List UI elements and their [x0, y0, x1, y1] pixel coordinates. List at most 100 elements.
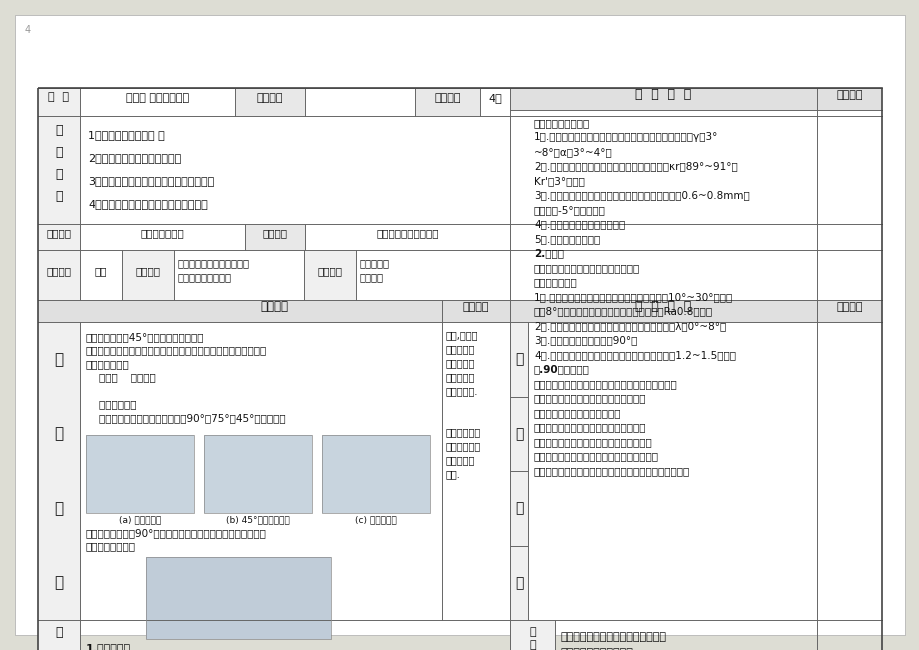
Bar: [816, 88, 881, 110]
Text: 教: 教: [54, 352, 63, 367]
Text: (a) 尖刀车外圆: (a) 尖刀车外圆: [119, 515, 161, 525]
Text: 断屑槽：修磨前面和断屑槽，修磨出前角和断屑槽。: 断屑槽：修磨前面和断屑槽，修磨出前角和断屑槽。: [533, 379, 677, 389]
Bar: [303, 250, 356, 300]
Bar: [509, 88, 816, 300]
Text: 主后面：磨主后面摆姿要正确。: 主后面：磨主后面摆姿要正确。: [533, 408, 621, 418]
Bar: [38, 88, 80, 116]
Bar: [816, 300, 881, 322]
Text: 目: 目: [55, 168, 62, 181]
Text: 2．掌握外圆车刀的几何角度。: 2．掌握外圆车刀的几何角度。: [88, 153, 181, 163]
Text: 师生活动: 师生活动: [835, 302, 862, 312]
Text: 教具准备: 教具准备: [317, 266, 342, 276]
Text: ~8°，α取3°~4°。: ~8°，α取3°~4°。: [533, 147, 612, 157]
Text: 一、复习提问：45°车刀的功用是什么？: 一、复习提问：45°车刀的功用是什么？: [85, 332, 204, 342]
Text: 三、新课教学：: 三、新课教学：: [85, 359, 130, 369]
Text: 讲析法、观察法、讲授法、: 讲析法、观察法、讲授法、: [177, 258, 250, 268]
Text: 新课: 新课: [95, 266, 108, 276]
Text: 多媒体教学: 多媒体教学: [359, 258, 390, 268]
Text: 2.精车刀: 2.精车刀: [533, 248, 563, 259]
Text: 常见的端面车刀有两种，分别是90°、75°和45°外圆车刀。: 常见的端面车刀有两种，分别是90°、75°和45°外圆车刀。: [85, 413, 285, 423]
Bar: [509, 620, 554, 650]
Text: 程: 程: [515, 576, 523, 590]
Bar: [122, 250, 174, 300]
Text: 学: 学: [515, 427, 523, 441]
Text: 1.粗加工车刀: 1.粗加工车刀: [85, 644, 131, 650]
Text: 3）.选择较大的主偏角，取90°。: 3）.选择较大的主偏角，取90°。: [533, 335, 637, 346]
Text: 4）.减少副偏角并磨出修光刃（修光刃是进给量的1.2~1.5倍）。: 4）.减少副偏角并磨出修光刃（修光刃是进给量的1.2~1.5倍）。: [533, 350, 735, 360]
Bar: [509, 300, 816, 322]
Text: 课堂类型: 课堂类型: [47, 266, 72, 276]
Text: 一般加工外圆使用90°外圆车刀，既可以加工端面，也可以加工: 一般加工外圆使用90°外圆车刀，既可以加工端面，也可以加工: [85, 528, 267, 538]
Bar: [38, 300, 509, 322]
Text: 教  学  内  容: 教 学 内 容: [635, 300, 691, 313]
Text: 学: 学: [54, 426, 63, 441]
Text: 外圆，如图所示。: 外圆，如图所示。: [85, 541, 136, 551]
Text: 粗加工车刀角度选择: 粗加工车刀角度选择: [533, 118, 590, 128]
Text: 2）.取正值的刃倾角，使切屑排向代加工表面一般λ取0°~8°。: 2）.取正值的刃倾角，使切屑排向代加工表面一般λ取0°~8°。: [533, 321, 725, 331]
Bar: [204, 434, 312, 512]
Text: 课  题: 课 题: [49, 92, 70, 102]
Text: Kr'取3°左右。: Kr'取3°左右。: [533, 176, 584, 186]
Text: 5）.断屑槽取直线型。: 5）.断屑槽取直线型。: [533, 234, 599, 244]
Bar: [146, 556, 331, 638]
Text: 一、外圆车刀: 一、外圆车刀: [85, 400, 136, 410]
Text: 外圆车刀的应用: 外圆车刀的应用: [141, 228, 184, 238]
Text: 学生：认真听
讲，掌握刃磨
方法并练习
磨刀.: 学生：认真听 讲，掌握刃磨 方法并练习 磨刀.: [446, 427, 481, 479]
Text: 教: 教: [55, 125, 62, 138]
Text: 任务二    外圆车削: 任务二 外圆车削: [85, 372, 155, 382]
Bar: [441, 300, 509, 322]
Text: 刀具增高后角增大，刀具降低则后角减小。: 刀具增高后角增大，刀具降低则后角减小。: [533, 437, 652, 447]
Text: 程: 程: [54, 575, 63, 590]
Bar: [204, 434, 312, 512]
Bar: [509, 322, 528, 620]
Bar: [85, 434, 194, 512]
Text: 4节: 4节: [488, 93, 502, 103]
Bar: [322, 434, 429, 512]
Text: 教: 教: [515, 352, 523, 366]
Text: 师生活动: 师生活动: [462, 302, 489, 312]
Text: 1）.前角、后角较小，只要满足一定切削条件即可，一般γ取3°: 1）.前角、后角较小，只要满足一定切削条件即可，一般γ取3°: [533, 133, 718, 142]
Text: 掌握很好，通过带学生到车间实物讲
解，学生能够理解记忆。: 掌握很好，通过带学生到车间实物讲 解，学生能够理解记忆。: [561, 632, 666, 650]
Text: 车间实操: 车间实操: [359, 272, 383, 282]
Text: 过: 过: [54, 500, 63, 515]
Text: 3）.选取较大的过渡刃及负值刃倾角。一般过渡刃取0.6~0.8mm。: 3）.选取较大的过渡刃及负值刃倾角。一般过渡刃取0.6~0.8mm。: [533, 190, 749, 200]
Text: 3．掌握粗、精加工背吃刀量的确定方法。: 3．掌握粗、精加工背吃刀量的确定方法。: [88, 176, 214, 186]
Text: 教师,通过实
体刀具讲解
并演示刀具
各部分名称
及刃磨方法.: 教师,通过实 体刀具讲解 并演示刀具 各部分名称 及刃磨方法.: [446, 330, 478, 396]
Text: 授课班级: 授课班级: [256, 93, 283, 103]
Text: 多媒体演示法、实操: 多媒体演示法、实操: [177, 272, 232, 282]
Bar: [244, 224, 305, 250]
Text: 教学内容: 教学内容: [260, 300, 288, 313]
Text: 教学重点: 教学重点: [47, 228, 72, 238]
Bar: [509, 88, 881, 300]
Text: 2）.主偏角与副偏角也相应地选取小一些，一般κr取89°~91°，: 2）.主偏角与副偏角也相应地选取小一些，一般κr取89°~91°，: [533, 161, 737, 172]
Bar: [146, 556, 331, 638]
Text: 项目二 轴类零件加工: 项目二 轴类零件加工: [126, 93, 189, 103]
Text: 教学方法: 教学方法: [135, 266, 160, 276]
Bar: [85, 434, 194, 512]
Text: 师生活动: 师生活动: [835, 90, 862, 100]
Bar: [322, 434, 429, 512]
Bar: [38, 620, 80, 650]
Text: 教
学
回
顾: 教 学 回 顾: [528, 627, 535, 650]
Text: 过: 过: [515, 501, 523, 515]
Text: 教  学  内  容: 教 学 内 容: [635, 88, 691, 101]
Bar: [414, 88, 480, 116]
Text: 的: 的: [55, 190, 62, 203]
Text: 外圆车刀的角度及刃磨: 外圆车刀的角度及刃磨: [376, 228, 438, 238]
Text: 角取8°左右。刀具前面、后面表面粗糙度应在Ra0.8以上。: 角取8°左右。刀具前面、后面表面粗糙度应在Ra0.8以上。: [533, 307, 712, 317]
Text: 1）.刀具必须具备一定的锋利程度。一般前角取10°~30°，主后: 1）.刀具必须具备一定的锋利程度。一般前角取10°~30°，主后: [533, 292, 732, 302]
Bar: [38, 322, 80, 620]
Bar: [509, 88, 816, 110]
Text: (c) 偏刀车外圆: (c) 偏刀车外圆: [355, 515, 396, 525]
Text: 精车主要是为了保证工件的加工精度。: 精车主要是为了保证工件的加工精度。: [533, 263, 640, 273]
Bar: [38, 250, 80, 300]
Text: 二、导入新课：我们学习了端面车削，那么外圆是如何加工的呢？: 二、导入新课：我们学习了端面车削，那么外圆是如何加工的呢？: [85, 346, 267, 356]
Bar: [234, 88, 305, 116]
Text: 授课时间: 授课时间: [434, 93, 460, 103]
Text: 副后面：修磨副后面与修磨主后面基本相同。: 副后面：修磨副后面与修磨主后面基本相同。: [533, 452, 658, 461]
Text: 4）.副后角与主后角基本相同。: 4）.副后角与主后角基本相同。: [533, 220, 625, 229]
Text: 学: 学: [55, 146, 62, 159]
Text: 精车刀角度选择: 精车刀角度选择: [533, 278, 577, 287]
Bar: [38, 224, 80, 250]
Text: 刃倾角取-5°左右为佳。: 刃倾角取-5°左右为佳。: [533, 205, 606, 215]
